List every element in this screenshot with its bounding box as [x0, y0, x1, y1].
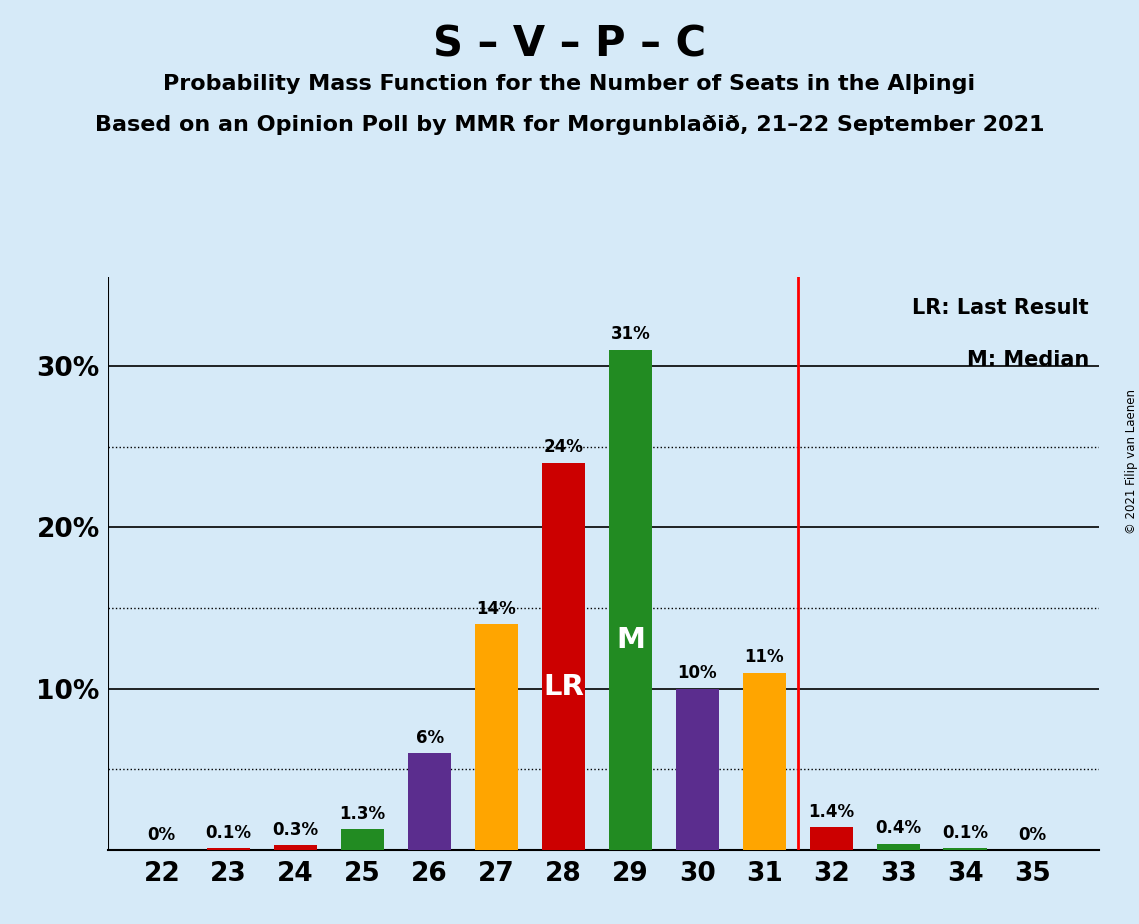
Text: M: M	[616, 626, 645, 654]
Bar	[207, 848, 251, 850]
Text: 14%: 14%	[476, 600, 516, 618]
Text: 0%: 0%	[1018, 826, 1047, 844]
Bar	[877, 844, 920, 850]
Bar	[475, 624, 518, 850]
Text: LR: LR	[543, 674, 584, 701]
Bar	[810, 828, 853, 850]
Bar	[341, 829, 384, 850]
Text: 0.1%: 0.1%	[206, 824, 252, 842]
Text: S – V – P – C: S – V – P – C	[433, 23, 706, 65]
Text: 0.1%: 0.1%	[942, 824, 989, 842]
Text: LR: Last Result: LR: Last Result	[912, 298, 1089, 318]
Text: 6%: 6%	[416, 729, 444, 747]
Bar	[273, 845, 318, 850]
Text: 11%: 11%	[745, 648, 784, 666]
Text: 31%: 31%	[611, 325, 650, 344]
Text: 1.4%: 1.4%	[809, 803, 854, 821]
Bar	[408, 753, 451, 850]
Bar	[608, 350, 653, 850]
Text: 0.3%: 0.3%	[272, 821, 319, 839]
Text: 10%: 10%	[678, 664, 718, 682]
Bar	[943, 848, 988, 850]
Bar	[675, 688, 719, 850]
Text: Based on an Opinion Poll by MMR for Morgunblaðið, 21–22 September 2021: Based on an Opinion Poll by MMR for Morg…	[95, 115, 1044, 135]
Bar	[743, 673, 786, 850]
Text: M: Median: M: Median	[967, 350, 1089, 370]
Text: 0%: 0%	[148, 826, 175, 844]
Text: 24%: 24%	[543, 438, 583, 456]
Bar	[542, 463, 585, 850]
Text: © 2021 Filip van Laenen: © 2021 Filip van Laenen	[1124, 390, 1138, 534]
Text: 0.4%: 0.4%	[875, 820, 921, 837]
Text: Probability Mass Function for the Number of Seats in the Alþingi: Probability Mass Function for the Number…	[163, 74, 976, 94]
Text: 1.3%: 1.3%	[339, 805, 386, 822]
